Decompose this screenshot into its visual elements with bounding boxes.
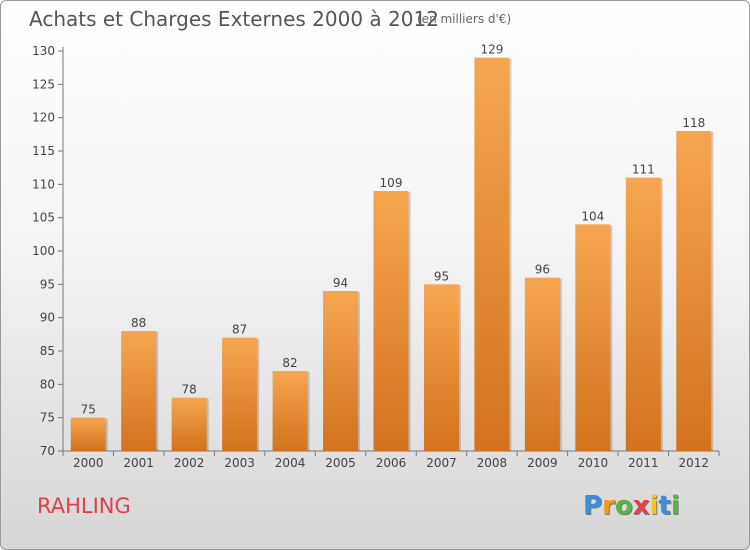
logo-letter: r: [602, 491, 615, 521]
proxiti-logo: Proxiti: [583, 491, 680, 521]
chart-title: Achats et Charges Externes 2000 à 2012: [29, 7, 439, 31]
bar: [423, 284, 459, 451]
x-tick-label: 2005: [325, 456, 356, 470]
data-label: 78: [182, 383, 197, 397]
bar-chart: 70 75 80 85 90 95 100 105 110 115 120 125 130 2000 75…: [32, 43, 720, 470]
data-label: 95: [434, 269, 449, 283]
bar: [70, 417, 106, 451]
x-tick-label: 2003: [224, 456, 255, 470]
y-tick-label: 85: [40, 344, 55, 358]
bar: [474, 57, 510, 452]
x-tick-label: 2012: [678, 456, 709, 470]
data-label: 96: [535, 263, 550, 277]
y-tick-label: 75: [40, 411, 55, 425]
data-label: 129: [480, 43, 503, 57]
data-label: 87: [232, 323, 247, 337]
logo-letter: o: [614, 491, 633, 521]
x-tick-label: 2011: [628, 456, 659, 470]
bar: [222, 337, 258, 451]
y-tick-label: 125: [32, 77, 55, 91]
x-tick-label: 2006: [376, 456, 407, 470]
y-tick-label: 90: [40, 311, 55, 325]
data-label: 75: [81, 403, 96, 417]
x-tick-label: 2001: [123, 456, 154, 470]
bar: [121, 331, 157, 451]
y-tick-label: 105: [32, 211, 55, 225]
x-tick-label: 2007: [426, 456, 457, 470]
commune-name: RAHLING: [37, 494, 131, 518]
y-tick-label: 115: [32, 144, 55, 158]
y-tick-label: 95: [40, 277, 55, 291]
x-tick-label: 2009: [527, 456, 558, 470]
y-tick-label: 110: [32, 177, 55, 191]
bar: [171, 397, 207, 451]
bar: [524, 277, 560, 451]
logo-letter: x: [632, 491, 650, 521]
x-tick-label: 2008: [477, 456, 508, 470]
bar: [323, 291, 359, 451]
bar: [676, 131, 712, 451]
x-tick-label: 2010: [578, 456, 609, 470]
bar: [575, 224, 611, 451]
data-label: 118: [682, 116, 705, 130]
data-label: 88: [131, 316, 146, 330]
bar: [272, 371, 308, 451]
data-label: 94: [333, 276, 348, 290]
bar: [373, 191, 409, 451]
x-tick-label: 2002: [174, 456, 205, 470]
data-label: 82: [282, 356, 297, 370]
logo-letter: i: [649, 491, 659, 521]
logo-letter: P: [583, 491, 603, 521]
y-tick-label: 120: [32, 111, 55, 125]
data-label: 111: [632, 163, 655, 177]
data-label: 104: [581, 209, 604, 223]
y-tick-label: 100: [32, 244, 55, 258]
bar: [625, 177, 661, 451]
y-tick-label: 130: [32, 44, 55, 58]
x-tick-label: 2000: [73, 456, 104, 470]
chart-subtitle: (en milliers d'€): [417, 12, 512, 26]
logo-letter: i: [670, 491, 680, 521]
y-tick-label: 70: [40, 444, 55, 458]
x-tick-label: 2004: [275, 456, 306, 470]
y-tick-label: 80: [40, 377, 55, 391]
logo-letter: t: [658, 491, 671, 521]
data-label: 109: [380, 176, 403, 190]
